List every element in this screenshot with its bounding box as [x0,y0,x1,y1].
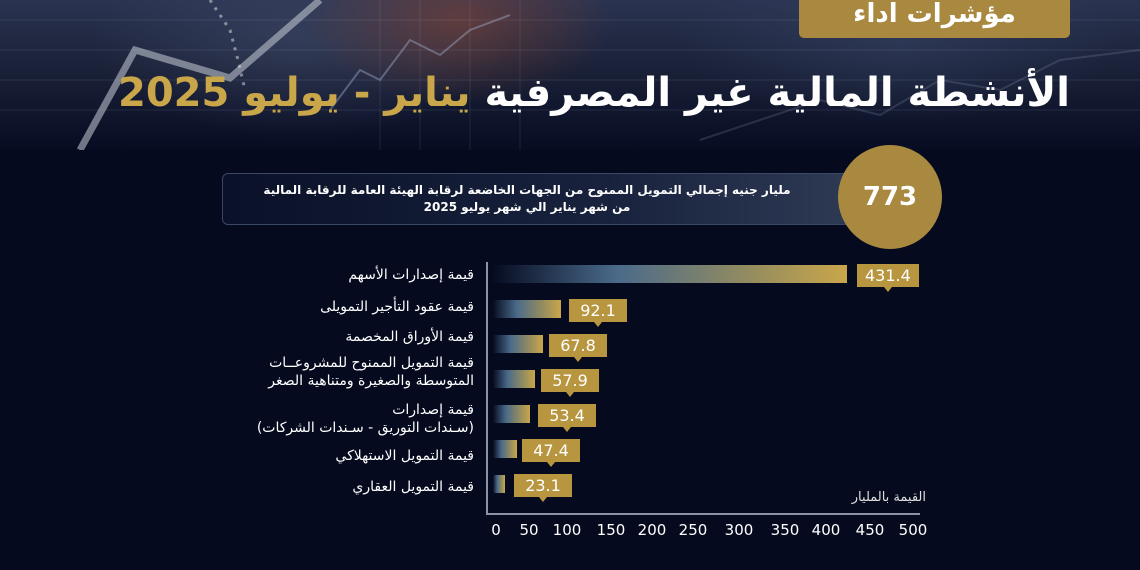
title-main: الأنشطة المالية غير المصرفية [484,70,1070,116]
bar-equity-issuance [493,265,847,283]
value-label-consumer-finance: 47.4 [522,439,580,467]
category-label-line: (سـندات التوريق - سـندات الشركات) [256,420,474,436]
category-label-bond-issuance: قيمة إصدارات (سـندات التوريق - سـندات ال… [257,401,474,437]
category-label-line: قيمة التمويل الممنوح للمشروعــات [269,355,474,371]
category-label-line: قيمة إصدارات الأسهم [348,267,474,283]
category-label-line: قيمة التمويل العقاري [352,479,474,495]
x-tick: 100 [552,521,582,539]
bar-sme-financing [493,370,535,388]
value-label-equity-issuance: 431.4 [857,264,919,292]
x-tick: 500 [898,521,928,539]
x-tick: 300 [724,521,754,539]
value-label-discounted-papers: 67.8 [549,334,607,362]
total-value-circle: 773 [838,145,942,249]
category-label-mortgage-finance: قيمة التمويل العقاري [352,478,474,496]
x-tick: 200 [637,521,667,539]
category-label-finance-leasing: قيمة عقود التأجير التمويلى [320,298,474,316]
category-label-line: قيمة عقود التأجير التمويلى [320,299,474,315]
bar-consumer-finance [493,440,517,458]
category-label-equity-issuance: قيمة إصدارات الأسهم [348,266,474,284]
category-label-consumer-finance: قيمة التمويل الاستهلاكي [335,447,474,465]
category-label-line: قيمة الأوراق المخصمة [345,329,474,345]
y-axis-line [486,262,488,515]
bar-discounted-papers [493,335,543,353]
category-label-discounted-papers: قيمة الأوراق المخصمة [345,328,474,346]
category-label-sme-financing: قيمة التمويل الممنوح للمشروعــات المتوسط… [268,354,474,390]
page-title: الأنشطة المالية غير المصرفية يناير - يول… [118,64,1070,122]
stock-chart-graphic-icon [0,0,1140,150]
value-label-finance-leasing: 92.1 [569,299,627,327]
x-tick: 350 [770,521,800,539]
bar-mortgage-finance [493,475,505,493]
x-tick: 450 [855,521,885,539]
summary-line-1: مليار جنيه إجمالي التمويل الممنوح من الج… [263,183,791,197]
category-label-line: قيمة التمويل الاستهلاكي [335,448,474,464]
summary-line-2: من شهر يناير الي شهر يوليو 2025 [423,200,631,214]
x-tick: 400 [811,521,841,539]
total-financing-summary: مليار جنيه إجمالي التمويل الممنوح من الج… [222,173,862,225]
performance-indicators-badge: مؤشرات اداء [799,0,1070,38]
value-label-sme-financing: 57.9 [541,369,599,397]
category-label-line: المتوسطة والصغيرة ومتناهية الصغر [268,373,474,389]
value-label-bond-issuance: 53.4 [538,404,596,432]
title-period: يناير - يوليو 2025 [118,70,471,116]
x-tick: 0 [491,521,501,539]
value-label-mortgage-finance: 23.1 [514,474,572,502]
x-tick: 250 [678,521,708,539]
category-label-line: قيمة إصدارات [392,402,474,418]
bar-finance-leasing [493,300,561,318]
x-tick: 150 [596,521,626,539]
x-axis-line [486,513,920,515]
bar-bond-issuance [493,405,530,423]
x-tick: 50 [519,521,539,539]
x-axis-label: القيمة بالمليار [851,490,926,505]
